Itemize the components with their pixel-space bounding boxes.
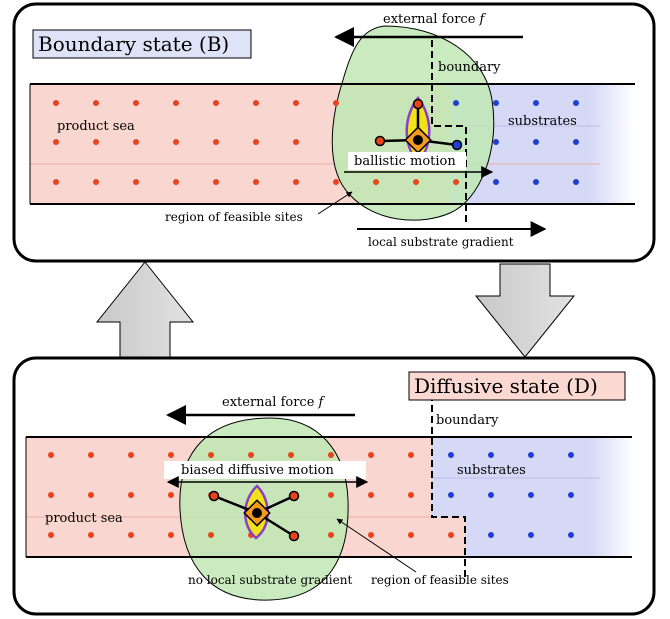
ballistic-motion-label-bg <box>348 152 466 170</box>
feasible-sites-pointer <box>317 191 353 215</box>
product-dots <box>48 452 454 538</box>
no-gradient-label: no local substrate gradient <box>188 573 352 587</box>
motor-leg-red <box>208 490 220 502</box>
motor-leg-red <box>288 490 300 502</box>
substrate-dots <box>453 100 579 185</box>
diffusive-motion-label-bg <box>164 461 366 479</box>
product-sea-label: product sea <box>57 119 135 134</box>
external-force-label: external force f <box>383 12 487 27</box>
boundary-state-panel: ballistic motion Boundary state (B) exte… <box>12 2 656 263</box>
feasible-sites-label: region of feasible sites <box>165 210 303 224</box>
diffusive-motion-label: biased diffusive motion <box>181 463 334 478</box>
boundary-label: boundary <box>436 413 499 428</box>
boundary-title-box <box>32 29 252 59</box>
boundary-label: boundary <box>438 60 501 75</box>
substrate-region <box>432 437 590 517</box>
motor-leg-red <box>374 135 386 147</box>
transition-arrow-up <box>95 261 195 358</box>
motor-leg-blue <box>451 139 463 151</box>
boundary-line <box>431 40 467 222</box>
substrate-fade <box>590 437 635 557</box>
substrate-dots <box>448 452 574 538</box>
substrate-gradient-label: local substrate gradient <box>368 235 514 249</box>
substrates-label: substrates <box>508 114 577 129</box>
external-force-label: external force f <box>222 395 326 410</box>
feasible-sites-label: region of feasible sites <box>371 573 509 587</box>
product-dots <box>53 100 459 185</box>
boundary-line <box>431 394 466 577</box>
diffusive-title-box <box>408 371 626 401</box>
motor-complex <box>374 96 463 164</box>
substrates-label: substrates <box>457 463 526 478</box>
product-sea-region-step <box>432 517 465 557</box>
motor-complex <box>208 484 300 542</box>
motor-leg-red <box>412 98 424 110</box>
boundary-state-title: Boundary state (B) <box>38 32 229 56</box>
diffusive-state-panel: biased diffusive motion external force f… <box>12 356 656 616</box>
feasible-sites-pointer <box>336 518 417 573</box>
transition-arrow-down <box>474 263 576 358</box>
diffusive-state-title: Diffusive state (D) <box>414 374 598 398</box>
motor-leg-red <box>288 530 300 542</box>
ballistic-motion-label: ballistic motion <box>354 154 456 169</box>
substrate-fade <box>590 84 635 204</box>
product-sea-label: product sea <box>45 511 123 526</box>
